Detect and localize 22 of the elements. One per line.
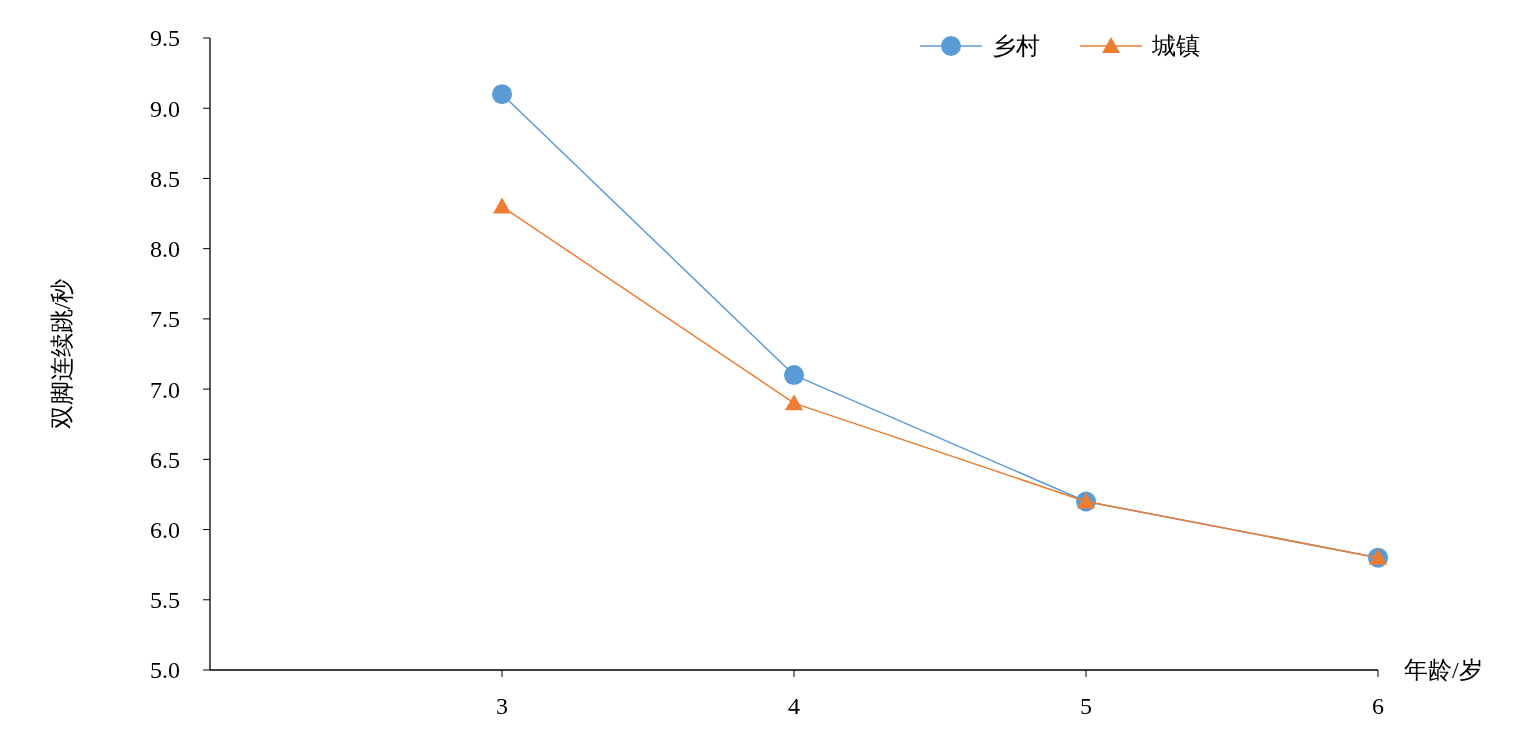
y-tick-label: 8.0 [150, 236, 180, 263]
y-axis-title: 双脚连续跳/秒 [49, 278, 75, 430]
x-tick-label: 3 [496, 693, 508, 719]
y-tick-label: 5.0 [150, 657, 180, 684]
y-tick-label: 7.0 [150, 376, 180, 403]
x-tick-label: 4 [788, 693, 800, 719]
y-tick-label: 6.5 [150, 446, 180, 473]
legend-label: 城镇 [1151, 33, 1200, 60]
y-tick-label: 8.5 [150, 165, 180, 192]
point [784, 365, 804, 386]
point [493, 197, 511, 214]
y-tick-label: 6.0 [150, 516, 180, 543]
y-tick-label: 7.5 [150, 306, 180, 333]
point [492, 84, 512, 105]
legend-label: 乡村 [992, 33, 1040, 60]
y-tick-label: 9.0 [150, 95, 180, 122]
y-tick-label: 9.5 [150, 25, 180, 52]
point [785, 394, 803, 411]
x-axis-title: 年龄/岁 [1404, 657, 1483, 683]
x-tick-label: 5 [1080, 693, 1092, 719]
x-tick-label: 6 [1372, 693, 1384, 719]
y-tick-label: 5.5 [150, 587, 180, 614]
